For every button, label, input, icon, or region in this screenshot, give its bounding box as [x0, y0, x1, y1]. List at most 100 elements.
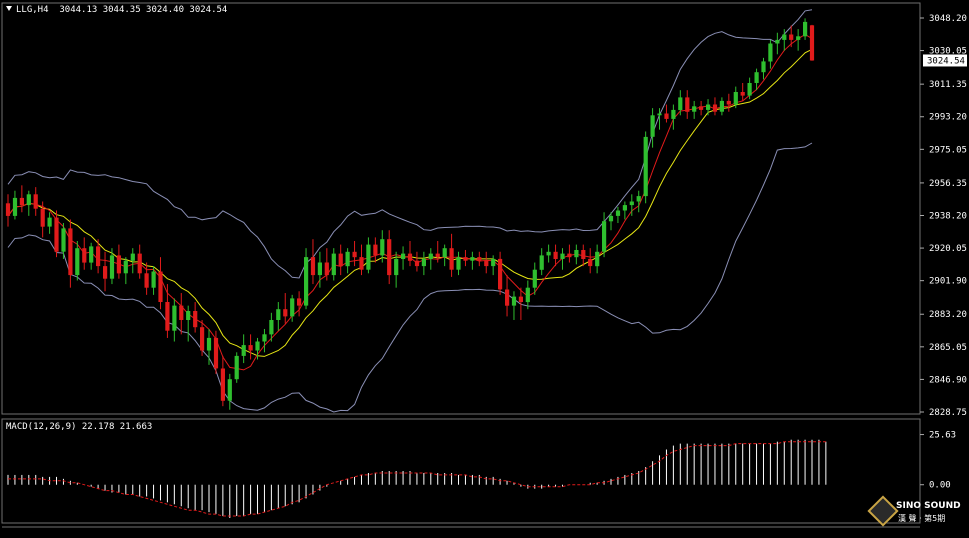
last-price-label: 3024.54 [927, 56, 965, 66]
candle-body [692, 106, 697, 112]
candle-body [553, 251, 558, 259]
symbol-label: LLG,H4 [16, 5, 49, 15]
candle-body [227, 379, 232, 401]
candle-body [75, 248, 80, 276]
candle-body [650, 115, 655, 137]
candle-body [747, 83, 752, 96]
candle-body [615, 210, 621, 216]
candle-body [338, 253, 343, 267]
candle-body [622, 205, 627, 211]
candle-body [782, 34, 787, 40]
candle-body [47, 217, 52, 227]
last-price-marker: 3024.54 [923, 54, 967, 67]
candle-body [290, 298, 295, 317]
candle-body [283, 309, 288, 317]
candle-body [165, 302, 170, 331]
candle-body [186, 311, 191, 320]
candle-body [505, 289, 510, 306]
candle-body [761, 61, 766, 73]
candle-body [581, 250, 586, 259]
candle-body [158, 271, 163, 302]
candle-body [89, 246, 94, 263]
candle-body [560, 253, 565, 259]
candle-body [407, 253, 413, 261]
candle-body [200, 327, 205, 351]
candle-body [546, 251, 551, 256]
candle-body [463, 257, 468, 261]
candle-body [421, 258, 426, 267]
candle-body [511, 296, 517, 306]
candle-body [12, 197, 18, 216]
candle-body [317, 262, 322, 276]
price-tick-label: 3048.20 [929, 14, 967, 24]
candle-body [491, 258, 496, 267]
candle-body [213, 337, 219, 369]
candle-body [643, 136, 648, 197]
candle-body [82, 248, 87, 263]
candle-body [61, 228, 66, 252]
candle-body [352, 251, 357, 258]
candle-body [359, 257, 364, 270]
candle-body [331, 253, 336, 276]
candle-body [768, 43, 773, 62]
candle-body [809, 25, 815, 61]
price-tick-label: 2993.20 [929, 113, 967, 123]
candle-body [567, 253, 572, 258]
candle-body [241, 345, 246, 356]
price-tick-label: 2883.20 [929, 310, 967, 320]
price-tick-label: 3011.35 [929, 80, 967, 90]
candle-body [685, 97, 690, 112]
candle-body [130, 253, 135, 261]
candle-body [428, 253, 433, 259]
price-tick-label: 2846.90 [929, 375, 967, 385]
price-panel-frame [1, 2, 921, 415]
candle-body [373, 244, 378, 256]
candle-body [262, 334, 267, 342]
candle-body [539, 255, 544, 270]
candle-body [754, 72, 759, 83]
candle-body [123, 260, 128, 274]
candle-body [144, 273, 149, 288]
macd-tick-label: 25.63 [929, 431, 956, 441]
price-tick-label: 2901.90 [929, 277, 967, 287]
candle-body [706, 104, 711, 110]
logo-diamond-icon [867, 495, 899, 527]
macd-histogram [7, 439, 827, 518]
candle-body [796, 36, 801, 40]
dropdown-triangle-icon[interactable] [6, 6, 12, 11]
macd-header: MACD(12,26,9) 22.178 21.663 [6, 422, 153, 432]
candle-body [248, 345, 253, 351]
candle-body [803, 21, 808, 37]
candle-body [401, 253, 406, 259]
macd-signal-line [8, 441, 826, 517]
candle-body [588, 258, 593, 267]
candle-body [657, 113, 662, 116]
candle-body [151, 271, 156, 288]
candle-body [380, 239, 385, 256]
macd-panel-frame [1, 418, 921, 524]
candle-body [477, 257, 482, 261]
candle-body [68, 228, 73, 276]
candle-body [608, 215, 614, 222]
candle-body [26, 194, 31, 206]
bollinger-bands [7, 9, 813, 413]
signal-line [8, 441, 826, 517]
candle-body [456, 257, 461, 270]
candle-body [116, 255, 121, 274]
candle-body [726, 100, 731, 105]
candle-body [484, 260, 489, 267]
candle-body [310, 257, 316, 276]
candle-body [54, 217, 59, 252]
logo-name: SINO SOUND [896, 501, 961, 511]
candle-body [345, 251, 350, 267]
ohlc-values: 3044.13 3044.35 3024.40 3024.54 [59, 5, 228, 15]
candle-body [518, 296, 523, 302]
candle-body [525, 287, 530, 303]
candle-body [532, 269, 537, 288]
price-tick-label: 3030.05 [929, 47, 967, 57]
logo-subtitle: 漢 聲 · 第5期 [898, 514, 946, 523]
candle-body [137, 253, 142, 274]
candle-body [394, 258, 399, 276]
